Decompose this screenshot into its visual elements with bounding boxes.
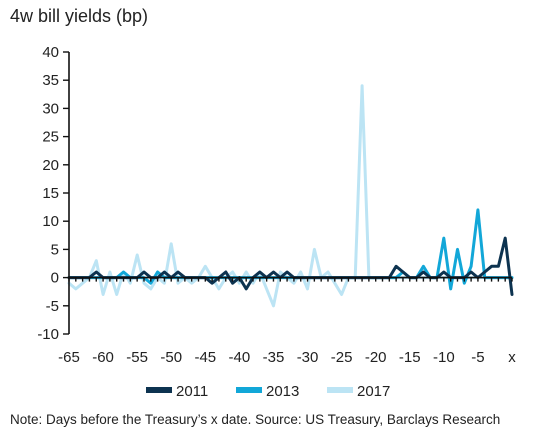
- series-layer: [67, 84, 514, 308]
- x-tick-label: -10: [433, 349, 455, 366]
- x-tick-label: -40: [229, 349, 251, 366]
- series-line-2011: [67, 236, 514, 296]
- y-tick-label: -5: [46, 298, 59, 315]
- x-tick-label: -65: [58, 349, 80, 366]
- y-tick-label: 25: [42, 129, 59, 146]
- legend: 2011 2013 2017: [146, 383, 390, 400]
- legend-item-2013: 2013: [236, 383, 299, 400]
- x-tick-label: -30: [297, 349, 319, 366]
- x-tick-label: -55: [126, 349, 148, 366]
- y-tick-label: 5: [51, 241, 59, 258]
- x-tick-label: -5: [471, 349, 484, 366]
- legend-swatch-2013: [236, 387, 262, 393]
- x-tick-label: -35: [263, 349, 285, 366]
- x-tick-label: -25: [331, 349, 353, 366]
- legend-label-2013: 2013: [266, 383, 299, 400]
- legend-label-2017: 2017: [357, 383, 390, 400]
- legend-swatch-2011: [146, 387, 172, 393]
- y-tick-label: 15: [42, 185, 59, 202]
- legend-label-2011: 2011: [176, 383, 208, 400]
- x-tick-label: -50: [160, 349, 182, 366]
- y-tick-label: 40: [42, 44, 59, 61]
- y-tick-label: -10: [37, 326, 59, 343]
- chart-title: 4w bill yields (bp): [10, 6, 149, 26]
- y-tick-label: 30: [42, 100, 59, 117]
- y-tick-label: 0: [51, 270, 59, 287]
- y-tick-label: 10: [42, 213, 59, 230]
- x-tick-label: -20: [365, 349, 387, 366]
- x-tick-label: x: [508, 349, 516, 366]
- legend-item-2017: 2017: [327, 383, 390, 400]
- legend-swatch-2017: [327, 387, 353, 393]
- x-tick-label: -45: [194, 349, 216, 366]
- x-tick-label: -60: [92, 349, 114, 366]
- y-tick-label: 35: [42, 72, 59, 89]
- chart-note: Note: Days before the Treasury’s x date.…: [10, 412, 501, 427]
- x-tick-label: -15: [399, 349, 421, 366]
- legend-item-2011: 2011: [146, 383, 208, 400]
- y-tick-label: 20: [42, 157, 59, 174]
